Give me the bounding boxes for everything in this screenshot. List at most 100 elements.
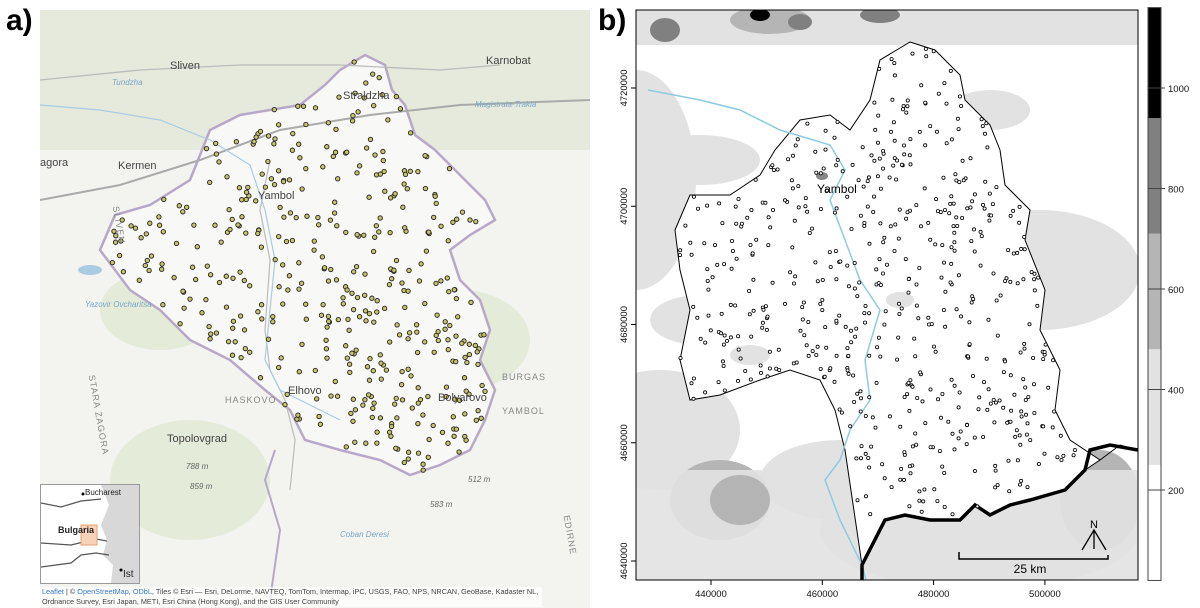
- sample-point: [949, 377, 954, 382]
- sample-point: [874, 267, 879, 272]
- sample-point: [296, 286, 302, 292]
- sample-point: [984, 121, 989, 126]
- map-place-label: Kermen: [118, 160, 157, 172]
- sample-point: [425, 393, 431, 400]
- sample-point: [414, 349, 421, 356]
- sample-point: [919, 83, 924, 88]
- map-attribution: Leaflet | © OpenStreetMap, ODbL, Tiles ©…: [40, 587, 542, 607]
- sample-point: [415, 450, 422, 456]
- sample-point: [445, 346, 451, 353]
- sample-point: [976, 407, 981, 412]
- sample-point: [923, 421, 928, 426]
- sample-point: [907, 153, 912, 158]
- sample-point: [426, 436, 432, 443]
- basemap-panel-a[interactable]: Sliven Karnobat Straldzha Kermen Yambol Elhov…: [40, 10, 590, 608]
- sample-point: [982, 206, 987, 211]
- map-place-label: HASKOVO: [225, 395, 277, 405]
- sample-point: [873, 425, 878, 430]
- sample-point: [283, 238, 290, 245]
- sample-point: [965, 423, 970, 428]
- sample-point: [422, 152, 428, 159]
- sample-point: [335, 176, 341, 182]
- sample-point: [901, 104, 906, 109]
- sample-point: [725, 338, 730, 343]
- sample-point: [912, 336, 917, 341]
- sample-point: [875, 174, 880, 179]
- sample-point: [839, 410, 844, 415]
- sample-point: [270, 313, 276, 320]
- sample-point: [923, 100, 928, 105]
- sample-point: [295, 412, 301, 418]
- map-place-label: 859 m: [190, 482, 213, 491]
- sample-point: [345, 316, 351, 323]
- state-border: [860, 443, 1138, 580]
- sample-point: [1022, 341, 1027, 346]
- x-tick-label: 480000: [918, 589, 950, 600]
- sample-point: [420, 461, 426, 467]
- odbl-link[interactable]: ODbL: [132, 587, 152, 596]
- sample-point: [138, 235, 144, 241]
- sample-point: [722, 333, 727, 338]
- openstreetmap-link[interactable]: OpenStreetMap: [77, 587, 129, 596]
- sample-point: [1005, 420, 1010, 425]
- sample-point: [967, 342, 972, 347]
- sample-point: [803, 204, 808, 209]
- colorbar-tick-label: 800: [1168, 185, 1184, 196]
- sample-point: [986, 317, 991, 322]
- sample-point: [142, 262, 148, 269]
- sample-point: [901, 107, 906, 112]
- sample-point: [828, 264, 833, 269]
- sample-point: [290, 130, 296, 137]
- sample-point: [928, 387, 933, 392]
- sample-point: [144, 257, 150, 264]
- leaflet-link[interactable]: Leaflet: [42, 587, 64, 596]
- sample-point: [216, 279, 223, 286]
- sample-point: [765, 374, 770, 379]
- sample-point: [199, 310, 205, 316]
- sample-point: [705, 278, 710, 283]
- sample-point: [972, 468, 977, 473]
- sample-point: [212, 222, 218, 228]
- sample-point: [955, 116, 960, 121]
- sample-point: [835, 120, 840, 125]
- sample-point: [191, 222, 197, 228]
- sample-point: [834, 353, 839, 358]
- sample-point: [116, 252, 123, 259]
- sample-point: [156, 222, 163, 228]
- sample-point: [869, 153, 874, 158]
- sample-point: [948, 68, 953, 73]
- sample-point: [1001, 405, 1006, 410]
- sample-point: [236, 185, 243, 191]
- sample-point: [350, 112, 356, 119]
- sample-point: [942, 504, 947, 509]
- sample-point: [364, 364, 371, 370]
- elevation-area: [640, 135, 760, 185]
- sample-point: [1018, 442, 1023, 447]
- sample-point: [914, 303, 919, 308]
- sample-point: [678, 356, 683, 361]
- sample-point: [159, 261, 165, 267]
- sample-point: [340, 295, 346, 301]
- sample-point: [362, 292, 368, 298]
- sample-point: [776, 347, 781, 352]
- inset-border-line: [41, 552, 110, 568]
- sample-point: [327, 217, 334, 223]
- sample-point: [1006, 458, 1011, 463]
- sample-point: [366, 194, 372, 200]
- sample-point: [878, 221, 883, 226]
- sample-point: [207, 179, 213, 186]
- sample-point: [906, 290, 911, 295]
- sample-point: [846, 371, 851, 376]
- sample-point: [823, 128, 828, 133]
- sample-point: [321, 265, 328, 271]
- sample-point: [253, 134, 259, 140]
- sample-point: [987, 218, 992, 223]
- sample-point: [276, 364, 282, 371]
- elevation-area: [650, 18, 680, 42]
- sample-point: [447, 322, 453, 329]
- sample-point: [443, 384, 450, 390]
- sample-point: [376, 74, 382, 81]
- sample-point: [888, 224, 893, 229]
- sample-point: [933, 349, 938, 354]
- sample-point: [760, 320, 765, 325]
